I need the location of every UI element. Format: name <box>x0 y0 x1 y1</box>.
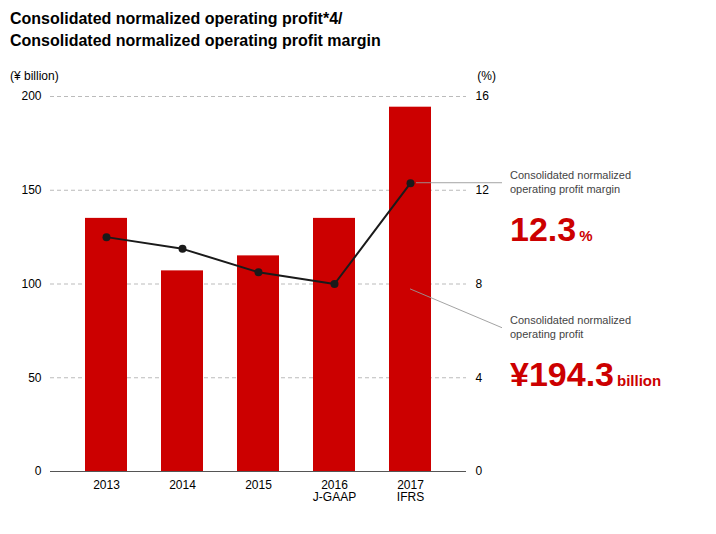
svg-text:150: 150 <box>21 183 41 197</box>
html-text:Consolidated normalized operat: Consolidated normalized operating profit… <box>10 32 381 49</box>
svg-text:0: 0 <box>476 464 483 478</box>
svg-text:2015: 2015 <box>245 478 272 492</box>
svg-text:0: 0 <box>35 464 42 478</box>
svg-text:4: 4 <box>476 371 483 385</box>
svg-text:(%): (%) <box>477 69 496 83</box>
svg-text:2017IFRS: 2017IFRS <box>397 478 424 504</box>
html-text:Consolidated normalized operat: Consolidated normalized operating profit… <box>10 10 343 27</box>
svg-text:2013: 2013 <box>93 478 120 492</box>
svg-text:8: 8 <box>476 277 483 291</box>
svg-text:2014: 2014 <box>169 478 196 492</box>
svg-text:¥194.3billion: ¥194.3billion <box>510 355 661 393</box>
svg-text:200: 200 <box>21 89 41 103</box>
svg-text:50: 50 <box>28 371 42 385</box>
svg-text:16: 16 <box>476 89 490 103</box>
svg-text:Consolidated normalizedoperati: Consolidated normalizedoperating profit <box>510 314 631 340</box>
svg-text:12: 12 <box>476 183 490 197</box>
svg-text:2016J-GAAP: 2016J-GAAP <box>313 478 356 504</box>
svg-text:(¥ billion): (¥ billion) <box>10 69 59 83</box>
svg-text:100: 100 <box>21 277 41 291</box>
svg-text:12.3%: 12.3% <box>510 210 593 248</box>
svg-text:Consolidated normalizedoperati: Consolidated normalizedoperating profit … <box>510 169 631 195</box>
